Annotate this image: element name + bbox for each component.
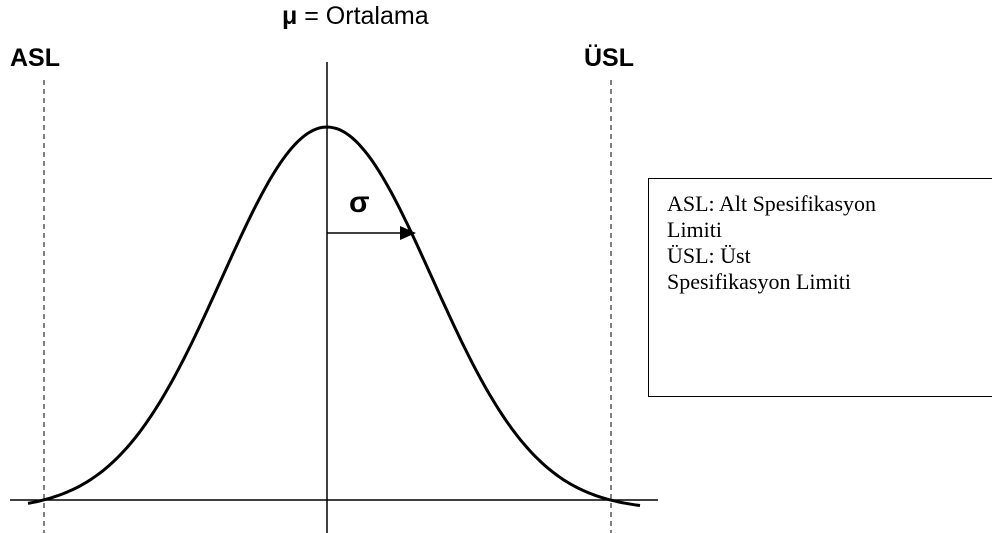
legend-line: ASL: Alt Spesifikasyon (667, 191, 877, 216)
mean-label: μ = Ortalama (282, 2, 429, 31)
lower-limit-label: ASL (10, 44, 60, 72)
sigma-label: σ (349, 186, 370, 219)
upper-limit-label: ÜSL (584, 44, 634, 72)
legend-box: ASL: Alt Spesifikasyon Limiti ÜSL: Üst Spes… (648, 178, 992, 397)
legend-line: Limiti (667, 217, 722, 242)
mean-text: = Ortalama (304, 2, 429, 30)
mean-symbol: μ (282, 2, 298, 30)
normal-curve (27, 125, 641, 507)
legend-line: ÜSL: Üst (667, 243, 751, 268)
legend-line: Spesifikasyon Limiti (667, 269, 851, 294)
sigma-arrow-head (400, 226, 416, 240)
